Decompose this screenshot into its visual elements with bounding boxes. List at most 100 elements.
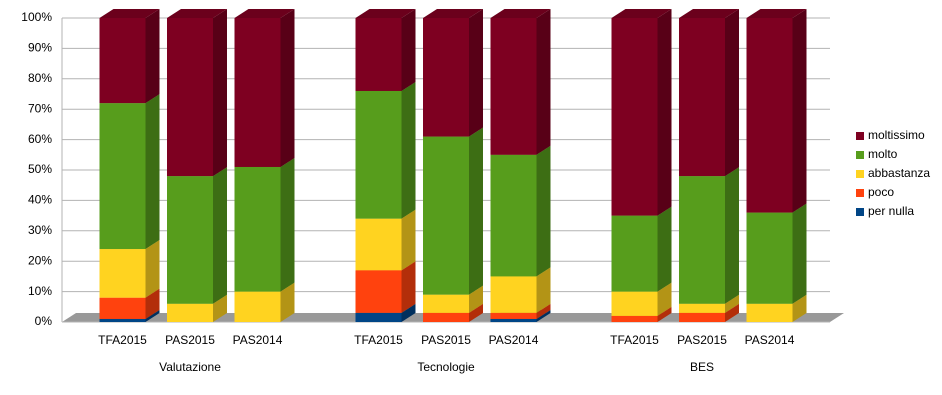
x-tick-label: TFA2015 bbox=[354, 333, 403, 347]
bar-segment bbox=[234, 157, 295, 292]
bar-side bbox=[792, 9, 807, 213]
bar-front bbox=[746, 303, 793, 322]
bar-side bbox=[280, 157, 295, 292]
bar-side bbox=[657, 206, 672, 292]
y-tick-label: 30% bbox=[28, 223, 52, 237]
bar-side bbox=[145, 240, 160, 298]
bar-side bbox=[280, 282, 295, 322]
bar-front bbox=[490, 312, 537, 319]
bar-front bbox=[746, 212, 793, 304]
bar-front bbox=[611, 18, 658, 216]
bar-segment bbox=[234, 9, 295, 167]
y-tick-label: 0% bbox=[35, 314, 53, 328]
bar-segment bbox=[611, 9, 672, 216]
bar-front bbox=[490, 318, 537, 322]
bar-front bbox=[99, 249, 146, 298]
bar-segment bbox=[355, 81, 416, 219]
group-label: Valutazione bbox=[159, 360, 221, 374]
bar-front bbox=[679, 312, 725, 322]
bar-front bbox=[234, 166, 281, 292]
bar-side bbox=[536, 145, 551, 277]
bar-front bbox=[355, 90, 402, 219]
bar-side bbox=[145, 94, 160, 250]
bar-segment bbox=[611, 206, 672, 292]
legend-label: abbastanza bbox=[868, 166, 930, 180]
bar-top bbox=[746, 9, 807, 18]
bar-front bbox=[355, 270, 402, 313]
bar-front bbox=[490, 154, 537, 277]
bar-side bbox=[213, 9, 227, 177]
bar-front bbox=[423, 312, 469, 322]
bar-side bbox=[145, 9, 160, 104]
bar-front bbox=[167, 176, 213, 304]
bar-side bbox=[469, 303, 483, 322]
bar-front bbox=[611, 291, 658, 316]
y-tick-label: 50% bbox=[28, 162, 52, 176]
bar-front bbox=[490, 18, 537, 155]
legend-label: moltissimo bbox=[868, 128, 925, 142]
bar-side bbox=[725, 167, 739, 304]
bar-top bbox=[679, 9, 739, 18]
bar-segment bbox=[99, 94, 160, 250]
bar-side bbox=[469, 127, 483, 295]
x-tick-label: TFA2015 bbox=[98, 333, 147, 347]
bar-side bbox=[213, 294, 227, 322]
bar-segment bbox=[167, 167, 227, 304]
legend-swatch bbox=[856, 151, 864, 159]
y-tick-label: 100% bbox=[21, 10, 52, 24]
bar-side bbox=[657, 9, 672, 216]
bar-front bbox=[167, 18, 213, 177]
bar-side bbox=[792, 203, 807, 304]
bar-top bbox=[167, 9, 227, 18]
y-tick-label: 90% bbox=[28, 41, 52, 55]
bar-front bbox=[423, 136, 469, 295]
bar-front bbox=[611, 215, 658, 292]
bar-side bbox=[792, 294, 807, 322]
group-label: BES bbox=[690, 360, 714, 374]
bar-side bbox=[401, 303, 416, 322]
bar-side bbox=[213, 167, 227, 304]
bar-side bbox=[401, 9, 416, 91]
legend-swatch bbox=[856, 170, 864, 178]
bar-side bbox=[280, 9, 295, 167]
bar-front bbox=[234, 291, 281, 322]
bar-front bbox=[746, 18, 793, 213]
y-tick-label: 80% bbox=[28, 71, 52, 85]
bar-side bbox=[401, 261, 416, 313]
legend-swatch bbox=[856, 208, 864, 216]
legend-swatch bbox=[856, 189, 864, 197]
bar-segment bbox=[423, 127, 483, 295]
bar-segment bbox=[355, 209, 416, 271]
group-label: Tecnologie bbox=[417, 360, 475, 374]
y-tick-label: 10% bbox=[28, 284, 52, 298]
bar-segment bbox=[679, 167, 739, 304]
bar-segment bbox=[746, 203, 807, 304]
bar-top bbox=[611, 9, 672, 18]
bar-front bbox=[490, 276, 537, 313]
x-tick-label: TFA2015 bbox=[610, 333, 659, 347]
bar-side bbox=[725, 303, 739, 322]
bar-front bbox=[99, 297, 146, 319]
bar-side bbox=[725, 294, 739, 313]
bar-front bbox=[611, 315, 658, 322]
bar-segment bbox=[99, 9, 160, 104]
bar-front bbox=[234, 18, 281, 167]
legend-label: poco bbox=[868, 185, 894, 199]
bar-side bbox=[657, 306, 672, 322]
x-tick-label: PAS2015 bbox=[677, 333, 727, 347]
bar-side bbox=[401, 81, 416, 219]
bar-segment bbox=[423, 9, 483, 137]
y-tick-label: 70% bbox=[28, 101, 52, 115]
bar-top bbox=[234, 9, 295, 18]
bar-side bbox=[469, 9, 483, 137]
bar-segment bbox=[490, 145, 551, 277]
bar-front bbox=[423, 18, 469, 137]
bar-segment bbox=[167, 9, 227, 177]
bar-side bbox=[145, 309, 160, 322]
bar-front bbox=[355, 218, 402, 271]
bar-side bbox=[536, 267, 551, 313]
x-tick-label: PAS2014 bbox=[489, 333, 539, 347]
bar-segment bbox=[746, 9, 807, 213]
bar-front bbox=[679, 303, 725, 313]
